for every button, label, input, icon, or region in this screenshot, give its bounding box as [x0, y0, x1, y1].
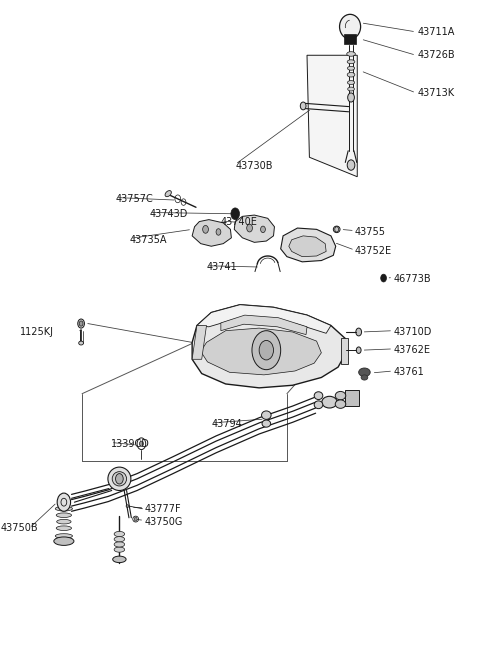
Bar: [340, 339, 348, 365]
Ellipse shape: [113, 556, 126, 562]
Text: 43777F: 43777F: [144, 504, 181, 514]
Ellipse shape: [54, 537, 74, 546]
Ellipse shape: [322, 396, 337, 408]
Text: 43750B: 43750B: [0, 523, 38, 533]
Polygon shape: [192, 219, 231, 246]
Ellipse shape: [339, 14, 360, 39]
Ellipse shape: [361, 375, 368, 380]
Text: 43735A: 43735A: [130, 235, 168, 245]
Circle shape: [231, 208, 240, 219]
Ellipse shape: [56, 526, 72, 531]
Circle shape: [247, 224, 252, 232]
Ellipse shape: [55, 534, 72, 538]
Polygon shape: [307, 55, 357, 176]
Ellipse shape: [348, 66, 355, 70]
Circle shape: [116, 474, 123, 484]
Ellipse shape: [348, 87, 354, 91]
Text: 46773B: 46773B: [393, 273, 431, 284]
Circle shape: [347, 160, 355, 171]
Polygon shape: [234, 215, 275, 242]
Ellipse shape: [335, 391, 346, 400]
Text: 43710D: 43710D: [393, 327, 432, 337]
Ellipse shape: [56, 513, 72, 518]
Ellipse shape: [262, 411, 271, 419]
Text: 1125KJ: 1125KJ: [20, 327, 54, 337]
Text: 43743D: 43743D: [149, 209, 187, 219]
Circle shape: [356, 347, 361, 353]
Ellipse shape: [79, 341, 84, 345]
Circle shape: [300, 102, 306, 110]
Text: 43755: 43755: [355, 227, 386, 237]
Ellipse shape: [262, 420, 271, 427]
Circle shape: [57, 493, 71, 511]
Ellipse shape: [114, 547, 125, 552]
Text: 43762E: 43762E: [393, 345, 430, 355]
Text: 43750G: 43750G: [144, 517, 183, 527]
Text: 43730B: 43730B: [235, 161, 273, 171]
Polygon shape: [192, 326, 206, 359]
Ellipse shape: [114, 536, 125, 542]
Ellipse shape: [78, 319, 84, 328]
Ellipse shape: [114, 531, 125, 536]
Polygon shape: [221, 315, 307, 335]
Circle shape: [259, 340, 274, 360]
Ellipse shape: [359, 368, 370, 376]
Circle shape: [216, 229, 221, 235]
Circle shape: [261, 226, 265, 232]
Ellipse shape: [347, 51, 355, 56]
Text: 43726B: 43726B: [417, 50, 455, 61]
Ellipse shape: [347, 72, 355, 77]
Circle shape: [203, 225, 208, 233]
Ellipse shape: [57, 519, 71, 524]
Circle shape: [134, 517, 137, 521]
Polygon shape: [201, 328, 322, 375]
Ellipse shape: [333, 226, 340, 232]
Text: 43794: 43794: [211, 419, 242, 429]
Circle shape: [348, 93, 354, 102]
Text: 43761: 43761: [393, 367, 424, 378]
Ellipse shape: [165, 191, 171, 197]
Text: 43740E: 43740E: [221, 217, 258, 227]
Bar: [345, 391, 359, 406]
Ellipse shape: [335, 400, 346, 408]
Text: 1339CD: 1339CD: [111, 439, 150, 449]
Text: 43757C: 43757C: [116, 194, 153, 204]
Polygon shape: [197, 305, 331, 333]
Circle shape: [140, 441, 144, 447]
Ellipse shape: [112, 472, 127, 486]
Ellipse shape: [114, 542, 125, 547]
Polygon shape: [281, 228, 336, 262]
Ellipse shape: [108, 467, 131, 490]
Ellipse shape: [314, 392, 323, 400]
Circle shape: [356, 328, 361, 336]
Bar: [344, 35, 356, 44]
Ellipse shape: [314, 401, 323, 409]
Polygon shape: [192, 305, 345, 388]
Circle shape: [252, 331, 281, 370]
Ellipse shape: [347, 60, 355, 64]
Text: 43711A: 43711A: [417, 27, 455, 37]
Ellipse shape: [55, 506, 72, 511]
Text: 43741: 43741: [206, 262, 237, 272]
Polygon shape: [289, 236, 326, 256]
Text: 43713K: 43713K: [417, 88, 454, 98]
Text: 43752E: 43752E: [355, 247, 392, 256]
Ellipse shape: [348, 81, 355, 85]
Circle shape: [79, 321, 83, 326]
Circle shape: [381, 274, 386, 282]
